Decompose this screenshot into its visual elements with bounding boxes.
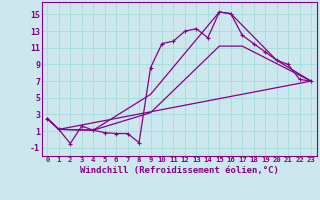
X-axis label: Windchill (Refroidissement éolien,°C): Windchill (Refroidissement éolien,°C) bbox=[80, 166, 279, 175]
